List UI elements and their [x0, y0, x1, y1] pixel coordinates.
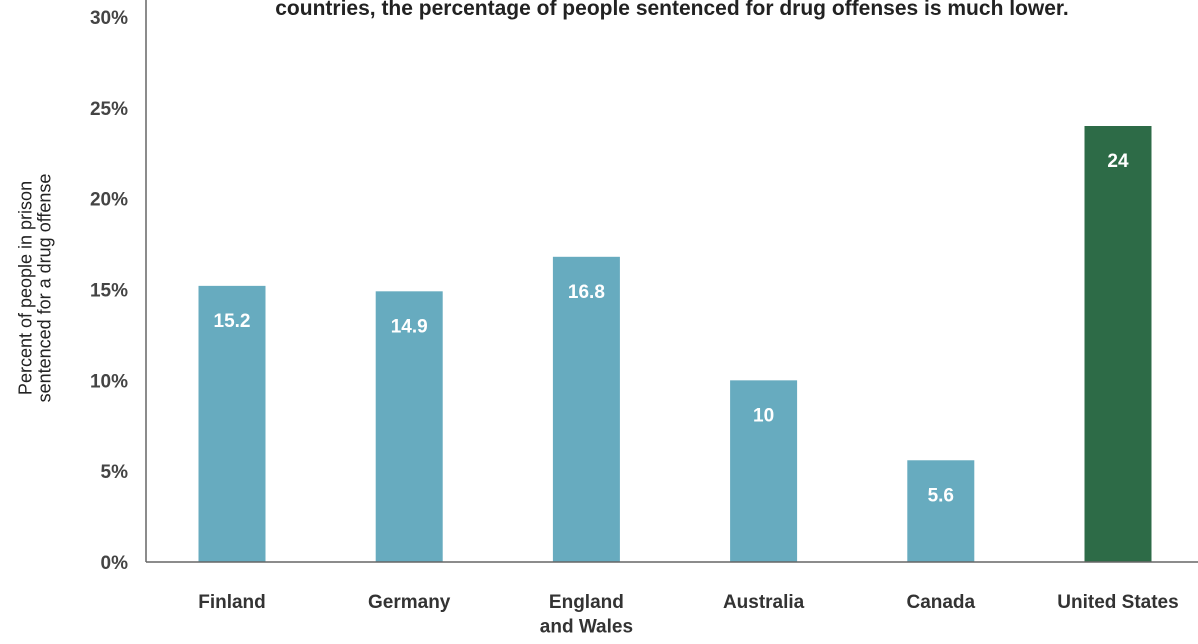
chart-title: countries, the percentage of people sent… — [275, 0, 1069, 20]
y-tick-label: 25% — [90, 99, 128, 120]
y-axis-title-line: Percent of people in prison — [15, 181, 35, 395]
y-tick-label: 10% — [90, 371, 128, 392]
y-tick-label: 20% — [90, 190, 128, 211]
data-label: 14.9 — [391, 316, 428, 337]
y-axis-title-line: sentenced for a drug offense — [34, 174, 54, 403]
y-axis-label: Percent of people in prisonsentenced for… — [15, 174, 54, 403]
y-tick-label: 30% — [90, 8, 128, 29]
bar — [198, 285, 266, 562]
x-tick-label-line: and Wales — [540, 617, 633, 638]
x-tick-label: United States — [1057, 592, 1178, 613]
y-axis-ticks: 0% 5% 10% 15% 20% 25% 30% — [90, 8, 128, 574]
bar — [552, 256, 620, 562]
bar — [907, 460, 975, 562]
bar — [375, 291, 443, 562]
x-tick-label: Australia — [723, 592, 805, 613]
bars — [198, 126, 1152, 562]
x-tick-label: Canada — [906, 592, 975, 613]
x-axis-ticks: Finland Germany England and Wales Australia C… — [198, 592, 1178, 638]
x-tick-label-line: Canada — [906, 592, 975, 613]
data-labels: 15.2 14.9 16.8 10 5.6 24 — [214, 151, 1129, 506]
x-tick-label: England and Wales — [540, 592, 633, 638]
y-tick-label: 15% — [90, 281, 128, 302]
x-tick-label-line: Australia — [723, 592, 805, 613]
x-tick-label-line: United States — [1057, 592, 1178, 613]
data-label: 24 — [1107, 151, 1129, 172]
y-tick-label: 5% — [101, 462, 129, 483]
y-axis-title: Percent of people in prisonsentenced for… — [15, 174, 54, 403]
x-tick-label-line: Finland — [198, 592, 266, 613]
x-tick-label-line: England — [549, 592, 624, 613]
x-tick-label: Finland — [198, 592, 266, 613]
y-tick-label: 0% — [101, 553, 129, 574]
bar — [1084, 126, 1152, 562]
x-tick-label-line: Germany — [368, 592, 451, 613]
x-tick-label: Germany — [368, 592, 451, 613]
data-label: 10 — [753, 405, 774, 426]
data-label: 16.8 — [568, 282, 605, 303]
data-label: 15.2 — [214, 311, 251, 332]
bar — [730, 380, 798, 562]
data-label: 5.6 — [928, 485, 954, 506]
